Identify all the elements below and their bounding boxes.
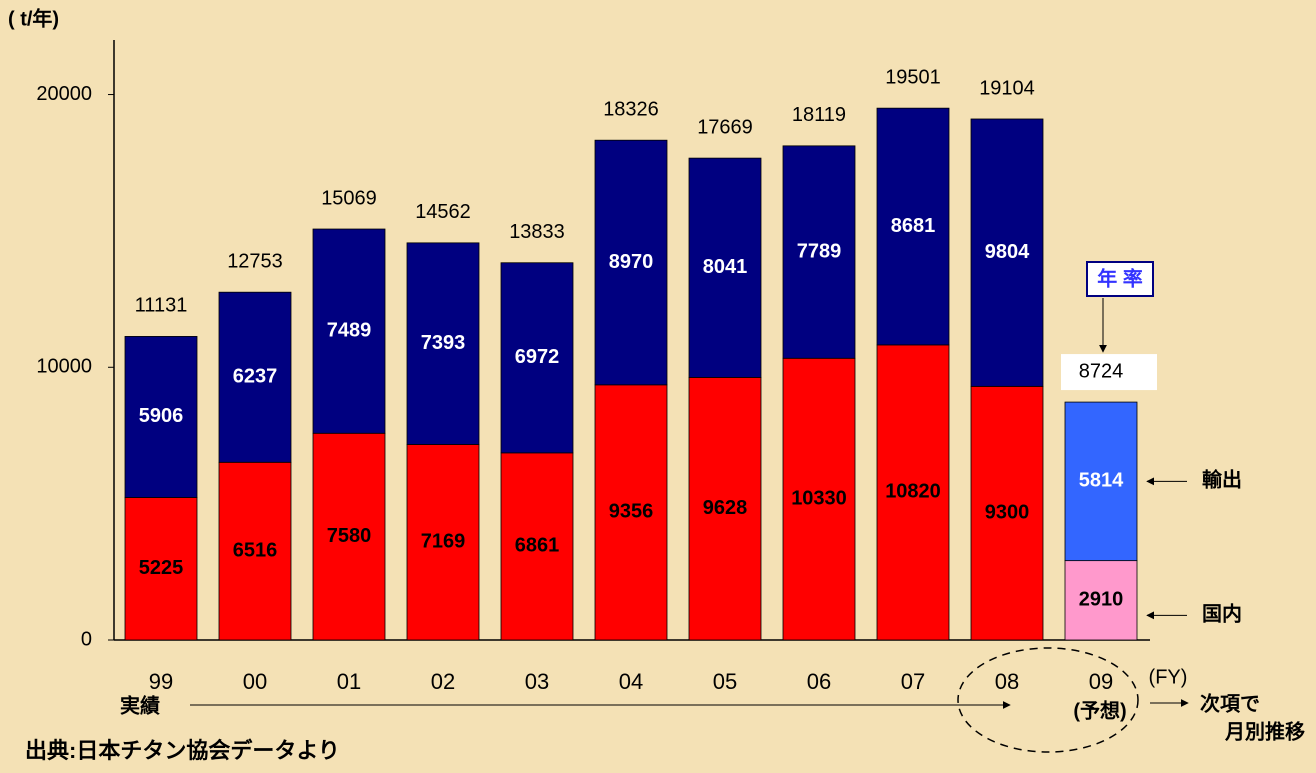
value-label: 7489 — [327, 319, 372, 341]
bar-segment — [594, 139, 668, 386]
value-label: 9804 — [985, 241, 1030, 263]
value-label: 5814 — [1079, 470, 1124, 492]
value-label: 6516 — [233, 539, 278, 561]
x-tick-label: 03 — [525, 669, 549, 694]
y-tick-label: 20000 — [36, 83, 92, 105]
total-label: 12753 — [227, 250, 283, 272]
bar-segment — [406, 242, 480, 445]
bar-segment — [970, 385, 1044, 641]
y-tick-label: 0 — [81, 628, 92, 650]
annotation: 月別推移 — [1224, 719, 1305, 743]
annotation: 次項で — [1200, 691, 1260, 715]
bar-segment — [312, 432, 386, 641]
value-label: 9628 — [703, 497, 748, 519]
value-label: 5225 — [139, 557, 184, 579]
annotation: (予想) — [1073, 699, 1126, 722]
bar-segment — [1064, 401, 1138, 562]
total-label: 13833 — [509, 221, 565, 243]
bar-segment — [312, 228, 386, 434]
value-label: 5906 — [139, 405, 184, 427]
bar-segment — [688, 377, 762, 641]
x-tick-label: 00 — [243, 669, 267, 694]
rate-box — [1086, 261, 1154, 297]
x-tick-label: 07 — [901, 669, 925, 694]
total-label: 17669 — [697, 116, 753, 138]
bar-segment — [782, 145, 856, 359]
value-label: 7580 — [327, 525, 372, 547]
source: 出典:日本チタン協会データより — [25, 738, 340, 763]
total-label: 14562 — [415, 201, 471, 223]
bar-segment — [688, 157, 762, 378]
value-label: 6237 — [233, 366, 278, 388]
value-label: 7789 — [797, 240, 842, 262]
x-tick-label: 04 — [619, 669, 643, 694]
bar-segment — [500, 262, 574, 454]
value-label: 6861 — [515, 535, 560, 557]
value-label: 9300 — [985, 501, 1030, 523]
value-label: 8041 — [703, 256, 748, 278]
legend-label: 輸出 — [1202, 468, 1242, 492]
unit-label: ( t/年) — [8, 6, 59, 30]
total-label: 19501 — [885, 66, 941, 88]
total-label: 18119 — [792, 104, 846, 126]
value-label: 10820 — [885, 481, 941, 503]
total-label: 8724 — [1079, 360, 1124, 382]
total-label: 11131 — [135, 295, 188, 317]
bar-segment — [594, 384, 668, 641]
bar-segment — [970, 118, 1044, 387]
total-label-bg — [1061, 354, 1157, 391]
bar-segment — [876, 107, 950, 346]
x-tick-label: 09 — [1089, 669, 1113, 694]
value-label: 8970 — [609, 251, 654, 273]
legend-label: 国内 — [1202, 602, 1242, 626]
bar-segment — [124, 336, 198, 498]
y-tick-label: 10000 — [36, 356, 92, 378]
total-label: 19104 — [979, 77, 1035, 99]
bar-segment — [782, 357, 856, 641]
x-tick-label: 02 — [431, 669, 455, 694]
x-tick-label: 01 — [337, 669, 361, 694]
bar-segment — [876, 344, 950, 641]
highlight-ellipse — [957, 647, 1139, 753]
x-tick-label: 06 — [807, 669, 831, 694]
bar-segment — [218, 291, 292, 463]
value-label: 7169 — [421, 531, 466, 553]
value-label: 2910 — [1079, 589, 1124, 611]
bar-segment — [1064, 560, 1138, 641]
total-label: 18326 — [603, 98, 659, 120]
x-tick-label: 08 — [995, 669, 1019, 694]
value-label: 9356 — [609, 501, 654, 523]
bar-segment — [406, 444, 480, 641]
rate-label: 年 率 — [1097, 266, 1143, 290]
x-tick-label: 05 — [713, 669, 737, 694]
x-tick-label: 99 — [149, 669, 173, 694]
total-label: 15069 — [321, 187, 377, 209]
annotation: 実績 — [120, 693, 160, 717]
value-label: 8681 — [891, 215, 936, 237]
value-label: 10330 — [791, 487, 847, 509]
bar-segment — [500, 452, 574, 641]
value-label: 6972 — [515, 346, 560, 368]
annotation: (FY) — [1149, 666, 1188, 688]
value-label: 7393 — [421, 332, 466, 354]
